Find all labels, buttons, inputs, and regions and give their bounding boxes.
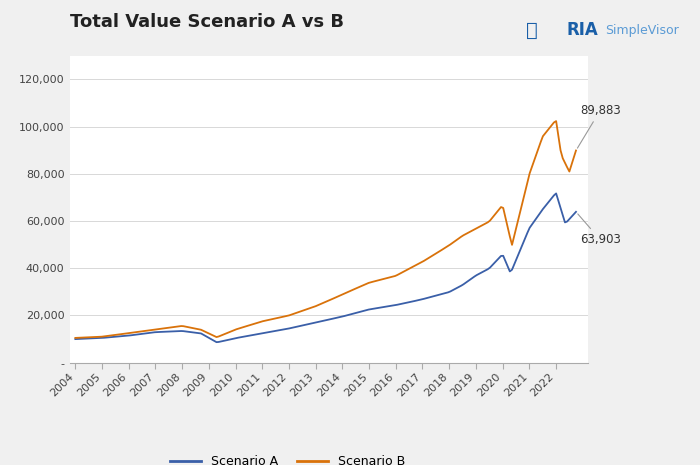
Scenario B: [444, 243, 452, 249]
Scenario B: [199, 328, 207, 333]
Scenario A: [572, 209, 580, 215]
Scenario B: [572, 148, 580, 153]
Text: RIA: RIA: [567, 21, 598, 39]
Scenario A: [199, 332, 207, 338]
Scenario A: [212, 339, 220, 345]
Text: 63,903: 63,903: [578, 214, 621, 246]
Scenario A: [71, 336, 80, 342]
Text: SimpleVisor: SimpleVisor: [606, 24, 679, 37]
Scenario B: [466, 229, 475, 234]
Line: Scenario A: Scenario A: [76, 193, 576, 342]
Line: Scenario B: Scenario B: [76, 121, 576, 338]
Legend: Scenario A, Scenario B: Scenario A, Scenario B: [164, 450, 410, 465]
Text: ⮧: ⮧: [526, 21, 538, 40]
Scenario A: [501, 258, 510, 264]
Scenario B: [197, 327, 205, 332]
Text: 89,883: 89,883: [578, 104, 621, 148]
Scenario B: [395, 271, 404, 277]
Scenario A: [446, 289, 454, 294]
Scenario A: [398, 301, 406, 306]
Scenario A: [552, 191, 560, 196]
Scenario B: [552, 118, 560, 124]
Scenario B: [71, 335, 80, 341]
Scenario A: [468, 275, 477, 281]
Text: Total Value Scenario A vs B: Total Value Scenario A vs B: [70, 13, 344, 31]
Scenario B: [499, 205, 508, 211]
Scenario A: [197, 331, 205, 336]
